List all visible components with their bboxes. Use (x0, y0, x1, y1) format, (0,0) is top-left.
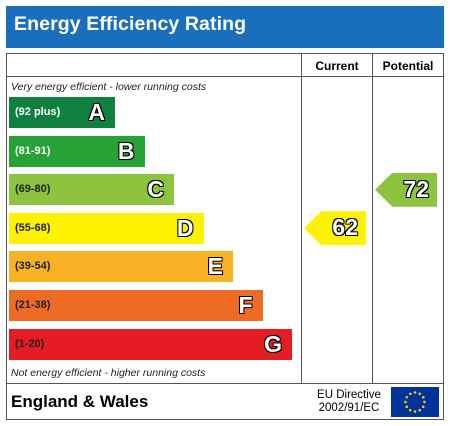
band-letter: C (147, 176, 164, 203)
band-g: (1-20) G (9, 328, 292, 360)
eu-star (408, 392, 412, 396)
country-label: England & Wales (11, 392, 149, 411)
note-inefficient: Not energy efficient - higher running co… (11, 367, 206, 379)
band-range-label: (39-54) (15, 260, 51, 273)
band-range-label: (81-91) (15, 144, 51, 157)
eu-star (413, 410, 417, 413)
band-range-label: (55-68) (15, 221, 51, 234)
current-rating-value: 62 (332, 214, 358, 241)
eu-star (423, 400, 426, 404)
band-letter: B (117, 137, 135, 164)
eu-star (408, 408, 412, 412)
eu-star (418, 392, 422, 396)
band-letter: G (264, 330, 282, 357)
band-range-label: (69-80) (15, 183, 51, 196)
band-e: (39-54) E (9, 251, 233, 283)
eu-star (405, 405, 409, 409)
eu-star (418, 408, 422, 412)
rating-frame: Current Potential Very energy efficient … (6, 53, 444, 420)
band-range-label: (1-20) (15, 337, 45, 350)
band-f: (21-38) F (9, 290, 263, 321)
band-letter: E (207, 253, 223, 280)
potential-rating-value: 72 (403, 175, 429, 202)
header-row-divider (7, 76, 443, 77)
potential-rating-arrow: 72 (375, 172, 437, 207)
footer-divider (7, 383, 443, 384)
eu-flag-icon (391, 387, 439, 417)
directive-line2: 2002/91/EC (318, 402, 380, 414)
eu-star (421, 395, 425, 399)
chart-title: Energy Efficiency Rating (14, 13, 247, 35)
eu-star (421, 405, 425, 409)
band-letter: D (176, 214, 194, 241)
band-range-label: (92 plus) (15, 106, 61, 118)
band-a: (92 plus) A (9, 97, 115, 128)
eu-star (413, 391, 417, 394)
current-rating-arrow: 62 (304, 211, 366, 246)
band-c: (69-80) C (9, 174, 174, 206)
directive-line1: EU Directive (317, 389, 381, 401)
divider-current (301, 54, 302, 384)
note-efficient: Very energy efficient - lower running co… (11, 81, 207, 93)
header-bar: Energy Efficiency Rating (6, 6, 444, 48)
band-d: (55-68) D (9, 212, 204, 244)
eu-directive: EU Directive 2002/91/EC (309, 389, 389, 415)
divider-potential (372, 54, 373, 384)
column-current-header: Current (315, 59, 359, 73)
band-letter: F (238, 292, 253, 318)
band-b: (81-91) B (9, 135, 145, 167)
column-potential-header: Potential (382, 59, 434, 73)
eu-star (405, 395, 409, 399)
band-letter: A (88, 99, 105, 125)
eu-star (404, 400, 407, 404)
band-range-label: (21-38) (15, 299, 51, 311)
